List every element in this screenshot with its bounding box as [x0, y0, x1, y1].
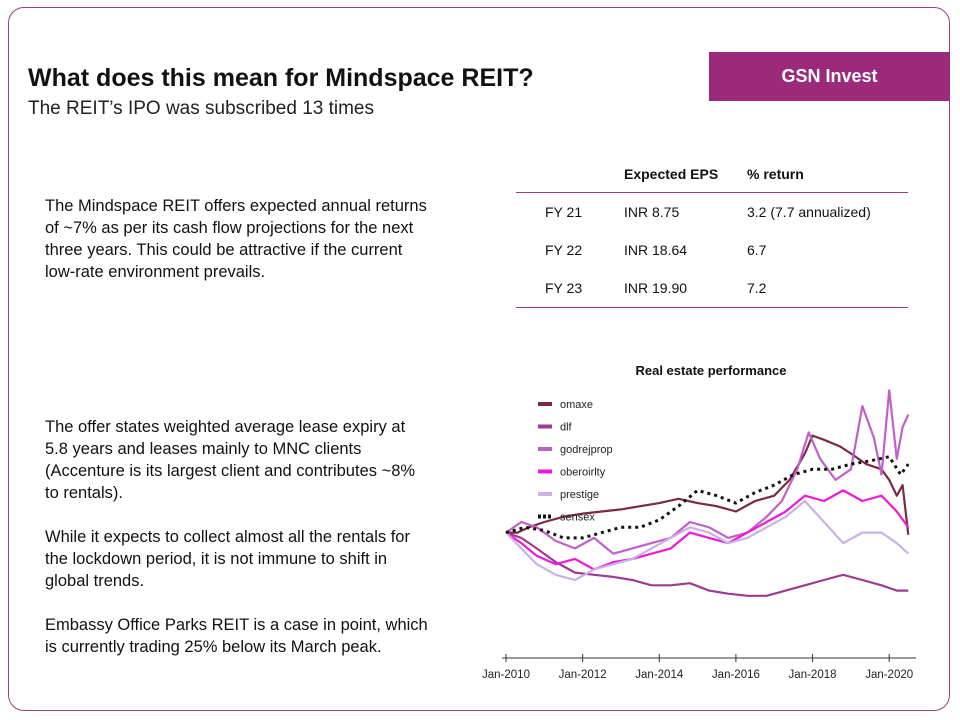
- series-line-godrejprop: [505, 389, 910, 555]
- series-line-omaxe: [506, 434, 910, 535]
- eps-cell-eps: INR 8.75: [624, 204, 680, 220]
- eps-header-cell: % return: [747, 156, 908, 193]
- eps-cell-eps: INR 18.64: [624, 242, 688, 258]
- chart-title: Real estate performance: [635, 363, 786, 378]
- legend-label-sensex: sensex: [560, 512, 595, 524]
- slide-border: [8, 7, 950, 711]
- paragraph-returns: The Mindspace REIT offers expected annua…: [45, 197, 427, 281]
- eps-header-cell: Expected EPS: [624, 156, 747, 193]
- legend-label-godrejprop: godrejprop: [560, 444, 613, 456]
- eps-cell-year: FY 22: [545, 242, 583, 258]
- page-subtitle: The REIT’s IPO was subscribed 13 times: [28, 98, 374, 119]
- x-tick-label: Jan-2020: [865, 669, 913, 681]
- series-line-prestige: [505, 499, 910, 582]
- eps-cell-return: 6.7: [747, 242, 767, 258]
- legend-label-omaxe: omaxe: [560, 399, 593, 411]
- page-title: What does this mean for Mindspace REIT?: [28, 64, 534, 92]
- eps-header-row: Expected EPS % return: [516, 156, 908, 193]
- paragraph-rentals: While it expects to collect almost all t…: [45, 528, 410, 590]
- chart-legend: omaxe dlf godrejprop oberoirlty prestige sens…: [538, 399, 613, 524]
- legend-label-prestige: prestige: [560, 489, 599, 501]
- eps-cell-return: 7.2: [747, 269, 908, 308]
- eps-cell-return: 3.2 (7.7 annualized): [747, 204, 871, 220]
- x-tick-label: Jan-2012: [559, 669, 607, 681]
- eps-cell-eps: INR 19.90: [624, 269, 747, 308]
- real-estate-chart: Real estate performance Jan-2010 Jan-2012…: [482, 363, 916, 681]
- x-tick-label: Jan-2010: [482, 669, 530, 681]
- series-line-dlf: [505, 531, 909, 597]
- eps-row: FY 23 INR 19.90 7.2: [516, 269, 908, 308]
- legend-label-dlf: dlf: [560, 422, 573, 434]
- series-line-oberoirlty: [505, 489, 910, 571]
- eps-cell-year: FY 21: [545, 204, 583, 220]
- series-line-sensex: [505, 455, 910, 540]
- eps-header-cell: [516, 156, 624, 193]
- eps-row: FY 21 INR 8.75 3.2 (7.7 annualized): [516, 193, 908, 232]
- series-lines: [505, 389, 910, 597]
- x-tick-label: Jan-2018: [789, 669, 837, 681]
- paragraph-embassy: Embassy Office Parks REIT is a case in p…: [45, 616, 428, 656]
- legend-label-oberoirlty: oberoirlty: [560, 467, 606, 479]
- paragraph-lease: The offer states weighted average lease …: [45, 418, 416, 502]
- brand-banner: GSN Invest: [709, 52, 950, 101]
- eps-row: FY 22 INR 18.64 6.7: [516, 231, 908, 269]
- x-tick-label: Jan-2014: [635, 669, 684, 681]
- eps-table: Expected EPS % return FY 21 INR 8.75 3.2…: [516, 156, 908, 308]
- eps-cell-year: FY 23: [516, 269, 624, 308]
- x-axis: Jan-2010 Jan-2012 Jan-2014 Jan-2016 Jan-2018…: [482, 654, 916, 681]
- x-tick-label: Jan-2016: [712, 669, 760, 681]
